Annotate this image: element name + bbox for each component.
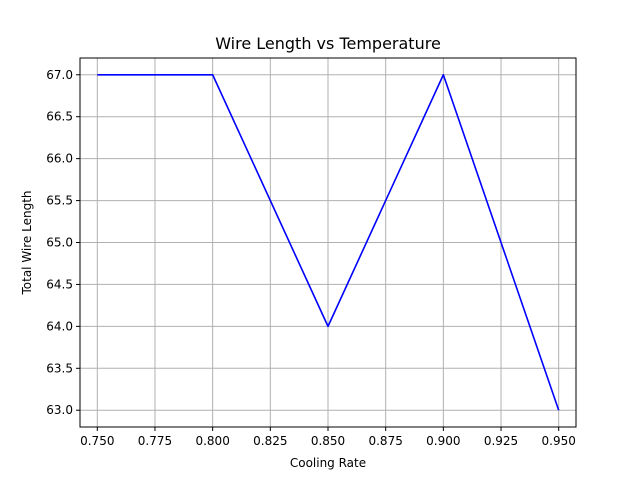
x-tick-label: 0.750 — [80, 434, 114, 448]
series-line — [97, 73, 560, 411]
chart-title: Wire Length vs Temperature — [215, 34, 441, 53]
y-tick-label: 66.5 — [46, 110, 73, 124]
y-axis-label: Total Wire Length — [20, 190, 34, 295]
x-tick-label: 0.800 — [195, 434, 229, 448]
x-axis-ticks: 0.750 0.775 0.800 0.825 0.850 0.875 0.900 0.925… — [80, 427, 576, 448]
y-tick-label: 67.0 — [46, 68, 73, 82]
x-tick-label: 0.900 — [426, 434, 460, 448]
y-tick-label: 64.0 — [46, 319, 73, 333]
y-tick-label: 66.0 — [46, 152, 73, 166]
x-tick-label: 0.925 — [484, 434, 518, 448]
x-tick-label: 0.850 — [311, 434, 345, 448]
grid — [80, 58, 576, 427]
y-tick-label: 65.5 — [46, 194, 73, 208]
x-tick-label: 0.875 — [368, 434, 402, 448]
y-tick-label: 63.0 — [46, 403, 73, 417]
y-axis-ticks: 63.0 63.5 64.0 64.5 65.0 65.5 66.0 66.5 67.0 — [46, 68, 80, 417]
y-tick-label: 65.0 — [46, 236, 73, 250]
x-tick-label: 0.775 — [138, 434, 172, 448]
y-tick-label: 64.5 — [46, 277, 73, 291]
x-tick-label: 0.825 — [253, 434, 287, 448]
x-tick-label: 0.950 — [542, 434, 576, 448]
y-tick-label: 63.5 — [46, 361, 73, 375]
x-axis-label: Cooling Rate — [290, 456, 366, 470]
series-layer — [97, 73, 560, 411]
